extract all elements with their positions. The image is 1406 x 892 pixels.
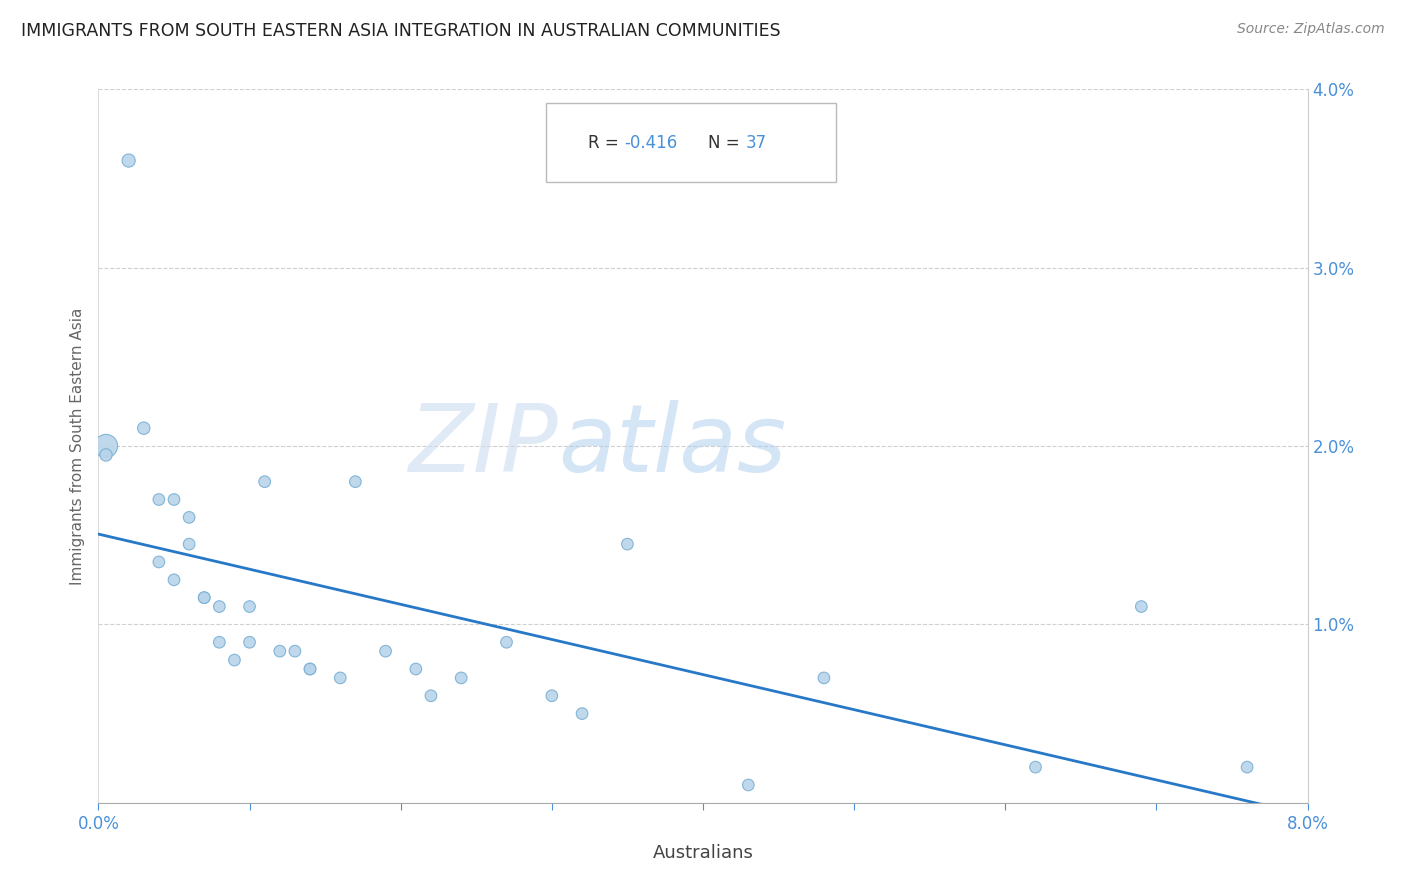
Point xyxy=(1025,760,1047,774)
Point xyxy=(299,662,322,676)
Point xyxy=(253,475,276,489)
Point xyxy=(94,439,117,453)
Text: IMMIGRANTS FROM SOUTH EASTERN ASIA INTEGRATION IN AUSTRALIAN COMMUNITIES: IMMIGRANTS FROM SOUTH EASTERN ASIA INTEG… xyxy=(21,22,780,40)
Point xyxy=(148,555,170,569)
Point xyxy=(239,635,262,649)
Text: atlas: atlas xyxy=(558,401,786,491)
Point xyxy=(737,778,759,792)
Point xyxy=(540,689,562,703)
Y-axis label: Immigrants from South Eastern Asia: Immigrants from South Eastern Asia xyxy=(69,308,84,584)
Point xyxy=(269,644,291,658)
Point xyxy=(299,662,322,676)
Point xyxy=(813,671,835,685)
Text: ZIP: ZIP xyxy=(408,401,558,491)
Point xyxy=(208,599,231,614)
Point xyxy=(163,492,186,507)
Point xyxy=(374,644,396,658)
Point xyxy=(405,662,427,676)
Text: N =: N = xyxy=(709,134,745,152)
Point xyxy=(132,421,155,435)
X-axis label: Australians: Australians xyxy=(652,844,754,862)
Point xyxy=(616,537,638,551)
Text: Source: ZipAtlas.com: Source: ZipAtlas.com xyxy=(1237,22,1385,37)
Point xyxy=(284,644,307,658)
Text: -0.416: -0.416 xyxy=(624,134,678,152)
Point xyxy=(239,599,262,614)
Point xyxy=(495,635,517,649)
Point xyxy=(1236,760,1258,774)
Point xyxy=(118,153,141,168)
Point xyxy=(329,671,352,685)
Text: R =: R = xyxy=(588,134,624,152)
Point xyxy=(179,510,201,524)
FancyBboxPatch shape xyxy=(546,103,837,182)
Point xyxy=(344,475,367,489)
Point xyxy=(193,591,215,605)
Point xyxy=(193,591,215,605)
Point xyxy=(571,706,593,721)
Point xyxy=(208,635,231,649)
Point xyxy=(1130,599,1153,614)
Point xyxy=(224,653,246,667)
Point xyxy=(450,671,472,685)
Point xyxy=(163,573,186,587)
Point xyxy=(94,448,117,462)
Text: 37: 37 xyxy=(745,134,766,152)
Point xyxy=(148,492,170,507)
Point xyxy=(420,689,443,703)
Point xyxy=(179,537,201,551)
